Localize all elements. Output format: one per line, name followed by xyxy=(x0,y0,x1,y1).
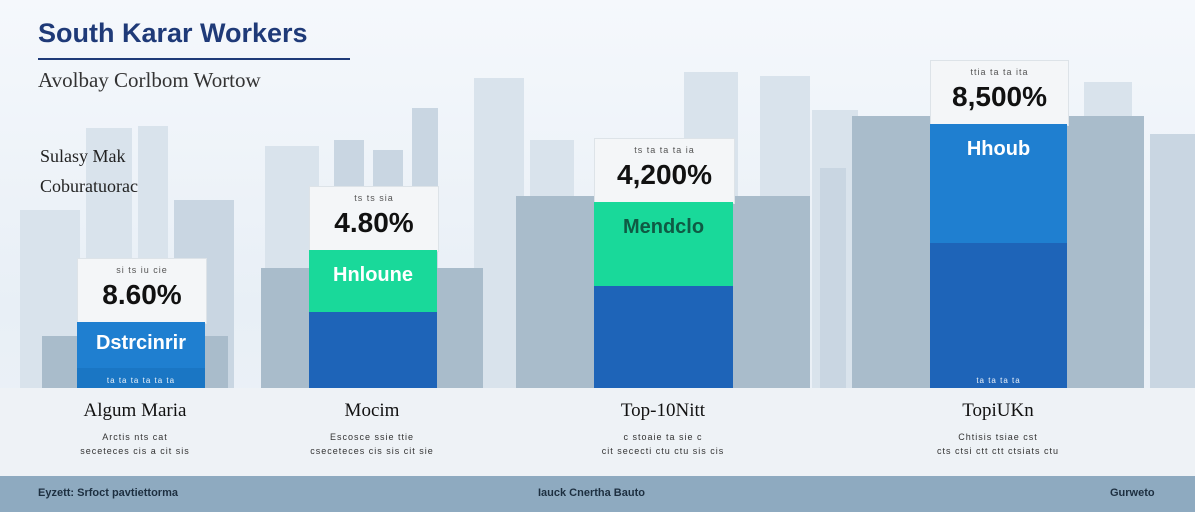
category-sublabel: cseceteces cis sis cit sie xyxy=(310,446,434,456)
value-label: 8.60% xyxy=(102,279,182,310)
bar-lower-band xyxy=(594,286,733,388)
category-sublabel: Chtisis tsiae cst xyxy=(958,432,1038,442)
value-label: 8,500% xyxy=(952,81,1047,112)
category-sublabel: cts ctsi ctt ctt ctsiats ctu xyxy=(936,446,1060,456)
value-label-box-4: ttia ta ta ita 8,500% xyxy=(930,60,1069,126)
footer-left-text: Eyzett: Srfoct pavtiettorma xyxy=(38,487,178,499)
footer-right-text: Gurweto xyxy=(1110,487,1155,499)
value-label-caption: si ts iu cie xyxy=(116,265,168,275)
category-sublabel: c stoaie ta sie c xyxy=(623,432,703,442)
bar-lower-band xyxy=(77,368,205,388)
bar-name-4: Hhoub xyxy=(966,138,1031,160)
side-note-line2: Coburatuorac xyxy=(40,176,138,196)
bar-name-1: Dstrcinrir xyxy=(95,332,187,354)
value-label-caption: ts ta ta ta ia xyxy=(634,145,695,155)
category-label-4: TopiUKn xyxy=(962,400,1034,421)
title-underline xyxy=(38,58,350,60)
value-label-box-1: si ts iu cie 8.60% xyxy=(77,258,207,324)
bar-lower-band xyxy=(309,312,437,388)
footer-bar: Eyzett: Srfoct pavtiettorma Iauck Cnerth… xyxy=(0,476,1195,512)
chart-subtitle: Avolbay Corlbom Wortow xyxy=(38,68,261,92)
category-sublabel: Arctis nts cat xyxy=(102,432,168,442)
bar-3 xyxy=(594,202,733,388)
bar-2 xyxy=(309,250,437,388)
bar-name-3: Mendclo xyxy=(622,216,705,238)
footer-center-text: Iauck Cnertha Bauto xyxy=(538,487,645,499)
category-label-1: Algum Maria xyxy=(83,400,187,421)
category-label-3: Top-10Nitt xyxy=(620,400,706,421)
chart-title: South Karar Workers xyxy=(38,18,308,48)
category-label-2: Mocim xyxy=(344,400,400,421)
bar-name-2: Hnloune xyxy=(333,264,413,286)
side-note-line1: Sulasy Mak xyxy=(40,146,126,166)
ground-strip xyxy=(0,388,1195,476)
value-label-caption: ts ts sia xyxy=(354,193,394,203)
value-label: 4.80% xyxy=(334,207,414,238)
value-label-box-2: ts ts sia 4.80% xyxy=(309,186,439,252)
bar-4 xyxy=(930,124,1067,388)
value-label: 4,200% xyxy=(617,159,712,190)
category-sublabel: Escosce ssie ttie xyxy=(329,432,415,442)
value-label-box-3: ts ta ta ta ia 4,200% xyxy=(594,138,735,204)
bar-base-text-4: ta ta ta ta xyxy=(976,376,1021,385)
value-label-caption: ttia ta ta ita xyxy=(970,67,1029,77)
bar-1 xyxy=(77,322,205,388)
category-sublabel: cit sececti ctu ctu sis cis xyxy=(601,446,725,456)
bar-base-text-1: ta ta ta ta ta ta xyxy=(106,376,176,385)
bar-lower-band xyxy=(930,243,1067,388)
category-sublabel: seceteces cis a cit sis xyxy=(80,446,190,456)
